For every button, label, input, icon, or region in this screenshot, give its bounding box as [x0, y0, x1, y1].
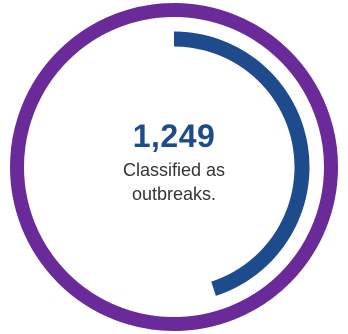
- caption-line-1: Classified as: [122, 160, 226, 180]
- caption-line-2: outbreaks.: [131, 184, 217, 204]
- stat-number: 1,249: [132, 118, 216, 154]
- stat-caption: Classified as outbreaks.: [74, 158, 274, 206]
- progress-arc: [173, 31, 310, 296]
- outer-ring: [10, 3, 338, 331]
- stat-block: 1,249 Classified as outbreaks.: [74, 118, 274, 206]
